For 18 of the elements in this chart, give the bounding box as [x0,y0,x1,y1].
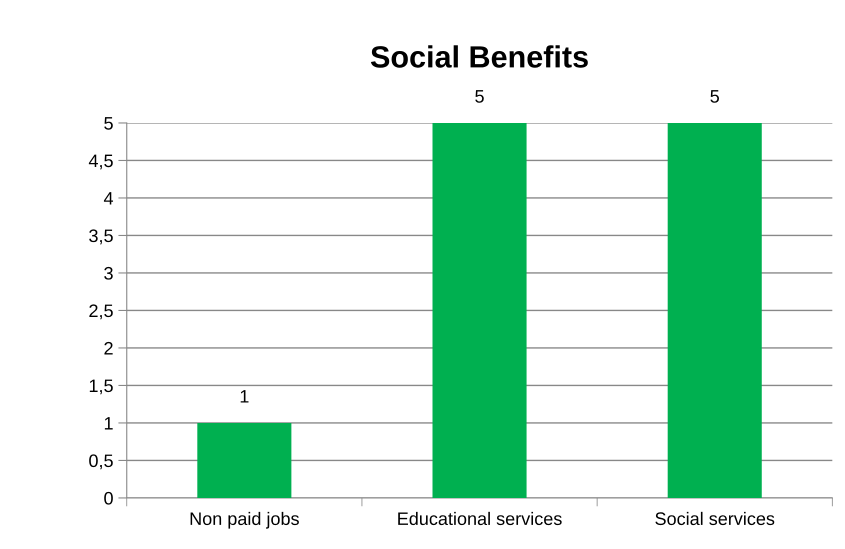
y-tick-label: 2 [104,342,113,354]
chart-title: Social Benefits [370,45,588,68]
x-tick-label: Educational services [398,512,562,526]
y-tick-label: 0,5 [89,454,113,470]
y-tick-label: 4 [104,192,114,205]
x-tick-label: Social services [655,512,774,526]
data-label: 5 [710,90,719,103]
y-tick-label: 4,5 [88,154,113,170]
y-tick-label: 1 [104,417,113,430]
y-tick-label: 3 [104,266,113,280]
y-tick-label: 3,5 [89,229,113,244]
y-tick-label: 5 [104,117,113,130]
y-tick-label: 1,5 [90,380,113,394]
y-tick-label: 0 [104,492,113,505]
y-tick-label: 2,5 [89,304,113,320]
data-label: 5 [475,90,484,103]
x-tick-label: Non paid jobs [190,512,299,529]
data-label: 1 [240,390,248,403]
